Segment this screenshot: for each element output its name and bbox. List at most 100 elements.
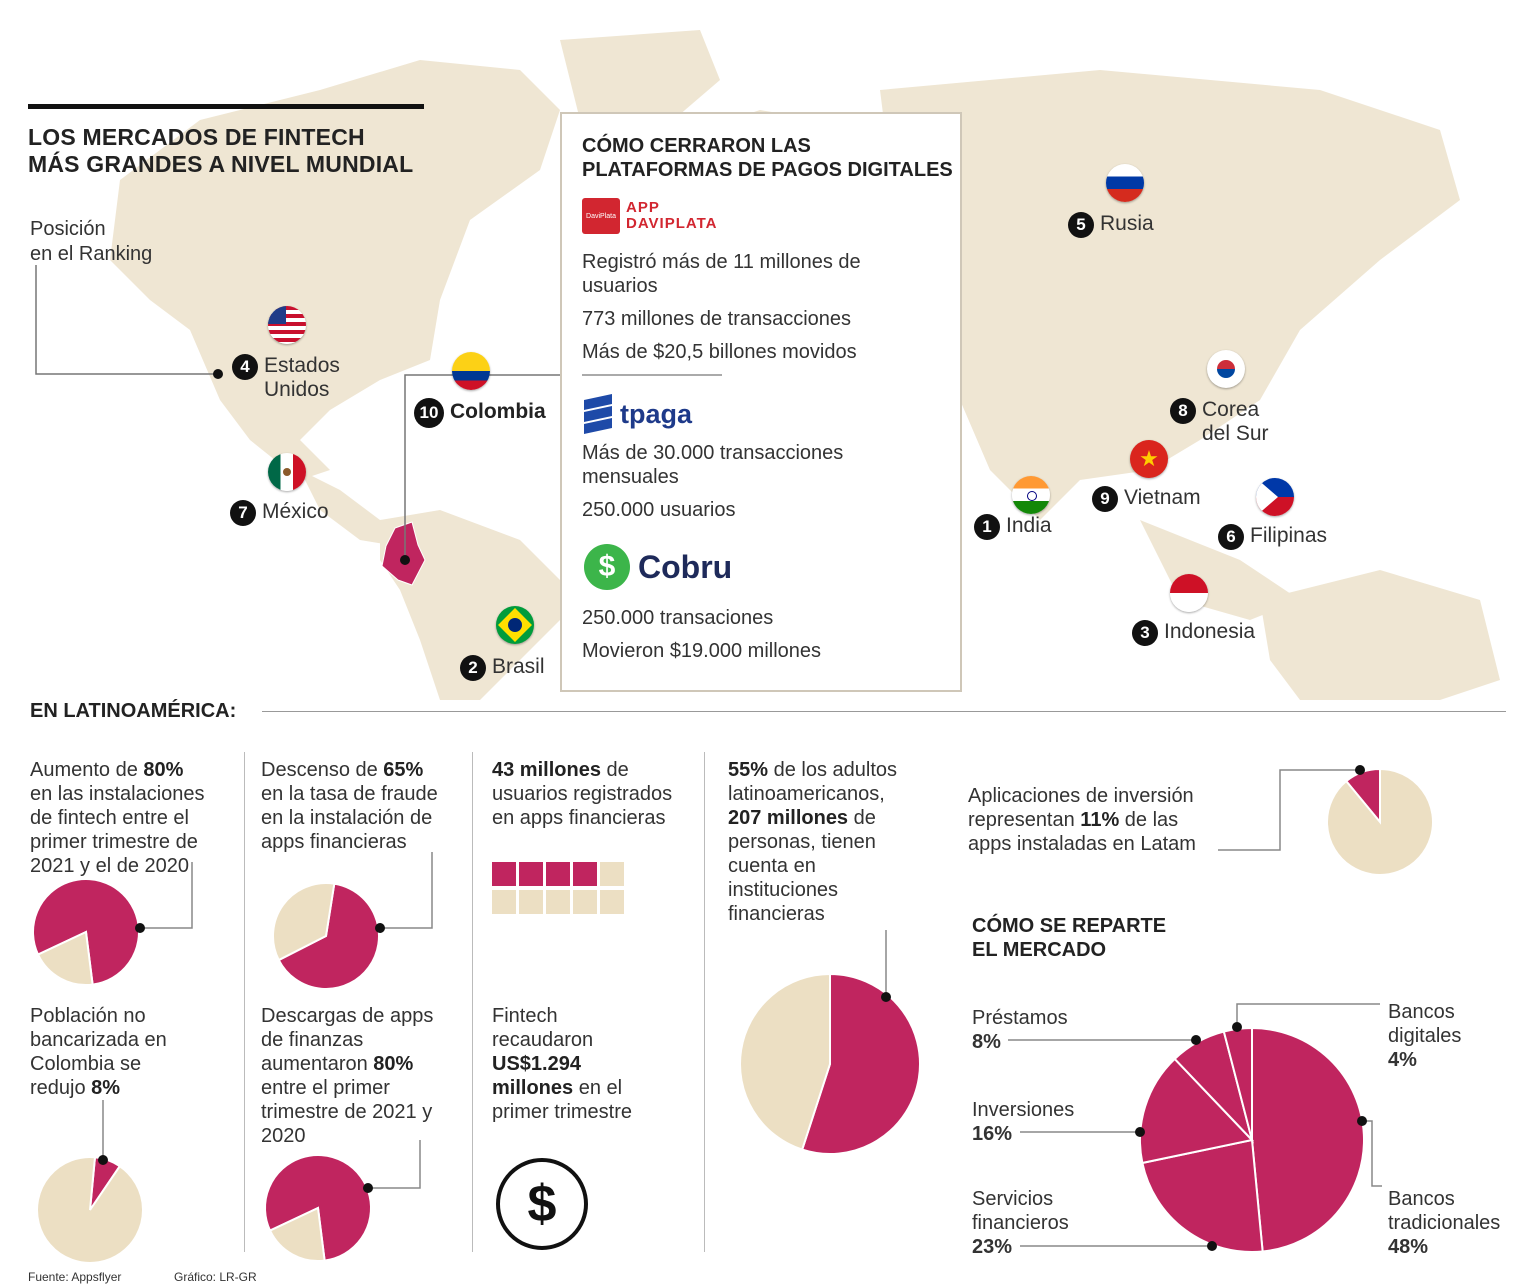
- user-unit-square: [546, 862, 570, 886]
- market-label-name: tradicionales: [1388, 1212, 1501, 1234]
- market-label-name: financieros: [972, 1212, 1069, 1234]
- rank-badge: 3: [1132, 620, 1158, 646]
- pie-adults-slice-rest: [739, 972, 831, 1151]
- indonesia-flag-icon: [1170, 574, 1208, 612]
- colombia-flag-icon: [452, 352, 490, 390]
- market-label-pct: 16%: [972, 1123, 1013, 1145]
- pie-fraud-slice-main: [277, 882, 380, 990]
- leader-line-digitales: [1236, 1003, 1380, 1027]
- market-label-servicios: Servicios financieros 23%: [972, 1187, 1069, 1259]
- stat-line: de fintech entre el: [30, 807, 189, 829]
- stat-line: en la instalación de: [261, 807, 433, 829]
- cobru-stat-2: Movieron $19.000 millones: [582, 640, 822, 662]
- stat-users: 43 millones de usuarios registrados en a…: [492, 758, 672, 830]
- stat-line: en la tasa de fraude: [261, 783, 438, 805]
- market-title-line-1: CÓMO SE REPARTE: [972, 915, 1167, 937]
- stat-line: apps financieras: [261, 831, 407, 853]
- stat-line: Aplicaciones de inversión: [968, 785, 1194, 807]
- daviplata-stat-1: Registró más de 11 millones de usuarios: [582, 250, 861, 298]
- leader-line-fraud: [380, 852, 433, 929]
- daviplata-logo-line-2: DAVIPLATA: [626, 215, 718, 232]
- payments-title-line-2: PLATAFORMAS DE PAGOS DIGITALES: [582, 159, 953, 181]
- country-russia: 5 Rusia: [1068, 212, 1154, 238]
- stat-line: Fintech: [492, 1005, 558, 1027]
- footer-source: Fuente: Appsflyer: [28, 1270, 122, 1284]
- market-label-inversiones: Inversiones 16%: [972, 1098, 1074, 1146]
- stat-text: de: [848, 807, 876, 829]
- leader-line-installs: [140, 862, 193, 929]
- leader-dot: [1207, 1241, 1217, 1251]
- stat-line: primer trimestre: [492, 1101, 633, 1123]
- user-unit-square: [546, 890, 570, 914]
- stat-highlight: 55%: [728, 759, 769, 781]
- stat-text: Aumento de: [30, 759, 144, 781]
- stat-adults: 55% de los adultos latinoamericanos, 207…: [728, 758, 897, 926]
- market-title-line-2: EL MERCADO: [972, 939, 1107, 961]
- pie-unbanked-slice-rest: [36, 1156, 144, 1264]
- pie-fraud-slice-rest: [272, 882, 336, 962]
- leader-dot: [1355, 765, 1365, 775]
- user-unit-square: [519, 890, 543, 914]
- payments-separator: [582, 374, 722, 376]
- tpaga-stat-1: Más de 30.000 transacciones mensuales: [582, 441, 843, 489]
- dollar-coin-icon: $: [496, 1158, 588, 1250]
- country-name: India: [1006, 514, 1052, 537]
- country-philippines: 6 Filipinas: [1218, 524, 1327, 550]
- market-label-name: Bancos: [1388, 1188, 1455, 1210]
- usa-flag-icon: [268, 306, 306, 344]
- page-title: LOS MERCADOS DE FINTECH MÁS GRANDES A NI…: [28, 124, 413, 178]
- leader-line-investment: [1218, 769, 1360, 851]
- leader-dot: [1357, 1116, 1367, 1126]
- stat-line: cuenta en: [728, 855, 816, 877]
- country-mexico: 7 México: [230, 500, 329, 526]
- central-america-land: [300, 470, 390, 545]
- tpaga-stat-1-line-1: Más de 30.000 transacciones: [582, 442, 844, 464]
- user-unit-square: [492, 862, 516, 886]
- world-map: [35, 30, 1500, 700]
- stat-line: de finanzas: [261, 1029, 364, 1051]
- title-line-1: LOS MERCADOS DE FINTECH: [28, 124, 365, 150]
- pie-installs-slice-rest: [36, 930, 94, 986]
- stat-text: de las: [1119, 809, 1179, 831]
- stat-raised: Fintech recaudaron US$1.294 millones en …: [492, 1004, 632, 1124]
- payments-title-line-1: CÓMO CERRARON LAS: [582, 135, 811, 157]
- stat-line: usuarios registrados: [492, 783, 673, 805]
- market-label-name: Inversiones: [972, 1099, 1075, 1121]
- australia-land: [1260, 570, 1500, 700]
- philippines-flag-icon: [1256, 478, 1294, 516]
- cobru-dollar-icon: $: [584, 544, 630, 590]
- daviplata-icon: DaviPlata: [582, 198, 620, 234]
- country-usa: 4 Estados Unidos: [232, 354, 340, 402]
- latam-heading-rule: [262, 711, 1506, 712]
- mexico-flag-icon: [268, 453, 306, 491]
- colombia-highlight: [381, 521, 426, 586]
- stat-line: Población no: [30, 1005, 146, 1027]
- stat-text: representan: [968, 809, 1081, 831]
- leader-lines: [102, 769, 1382, 1247]
- leader-dot: [98, 1155, 108, 1165]
- south-korea-flag-icon: [1207, 350, 1245, 388]
- user-unit-square: [519, 862, 543, 886]
- stat-line: primer trimestre de: [30, 831, 198, 853]
- daviplata-stat-1-line-1: Registró más de 11 millones de: [582, 251, 861, 273]
- leader-dots: [98, 765, 1367, 1251]
- country-name-line-1: Estados: [264, 354, 340, 377]
- stat-line: latinoamericanos,: [728, 783, 885, 805]
- rank-badge: 8: [1170, 398, 1196, 424]
- country-name-line-1: Corea: [1202, 398, 1260, 421]
- leader-dot: [135, 923, 145, 933]
- market-label-pct: 8%: [972, 1031, 1001, 1053]
- daviplata-stat-1-line-2: usuarios: [582, 275, 658, 297]
- stat-highlight: 11%: [1080, 809, 1120, 831]
- cobru-stat-1: 250.000 transaciones: [582, 607, 774, 629]
- stat-line: 2021 y el de 2020: [30, 855, 190, 877]
- stat-line: entre el primer: [261, 1077, 390, 1099]
- tpaga-stat-1-line-2: mensuales: [582, 466, 679, 488]
- country-name: México: [262, 500, 329, 523]
- leader-dot: [1232, 1022, 1242, 1032]
- tpaga-icon: [584, 394, 612, 434]
- stat-highlight: 43 millones: [492, 759, 601, 781]
- stat-unbanked: Población no bancarizada en Colombia se …: [30, 1004, 167, 1100]
- leader-line-tradicionales: [1362, 1120, 1382, 1187]
- tpaga-logo: tpaga: [582, 394, 692, 434]
